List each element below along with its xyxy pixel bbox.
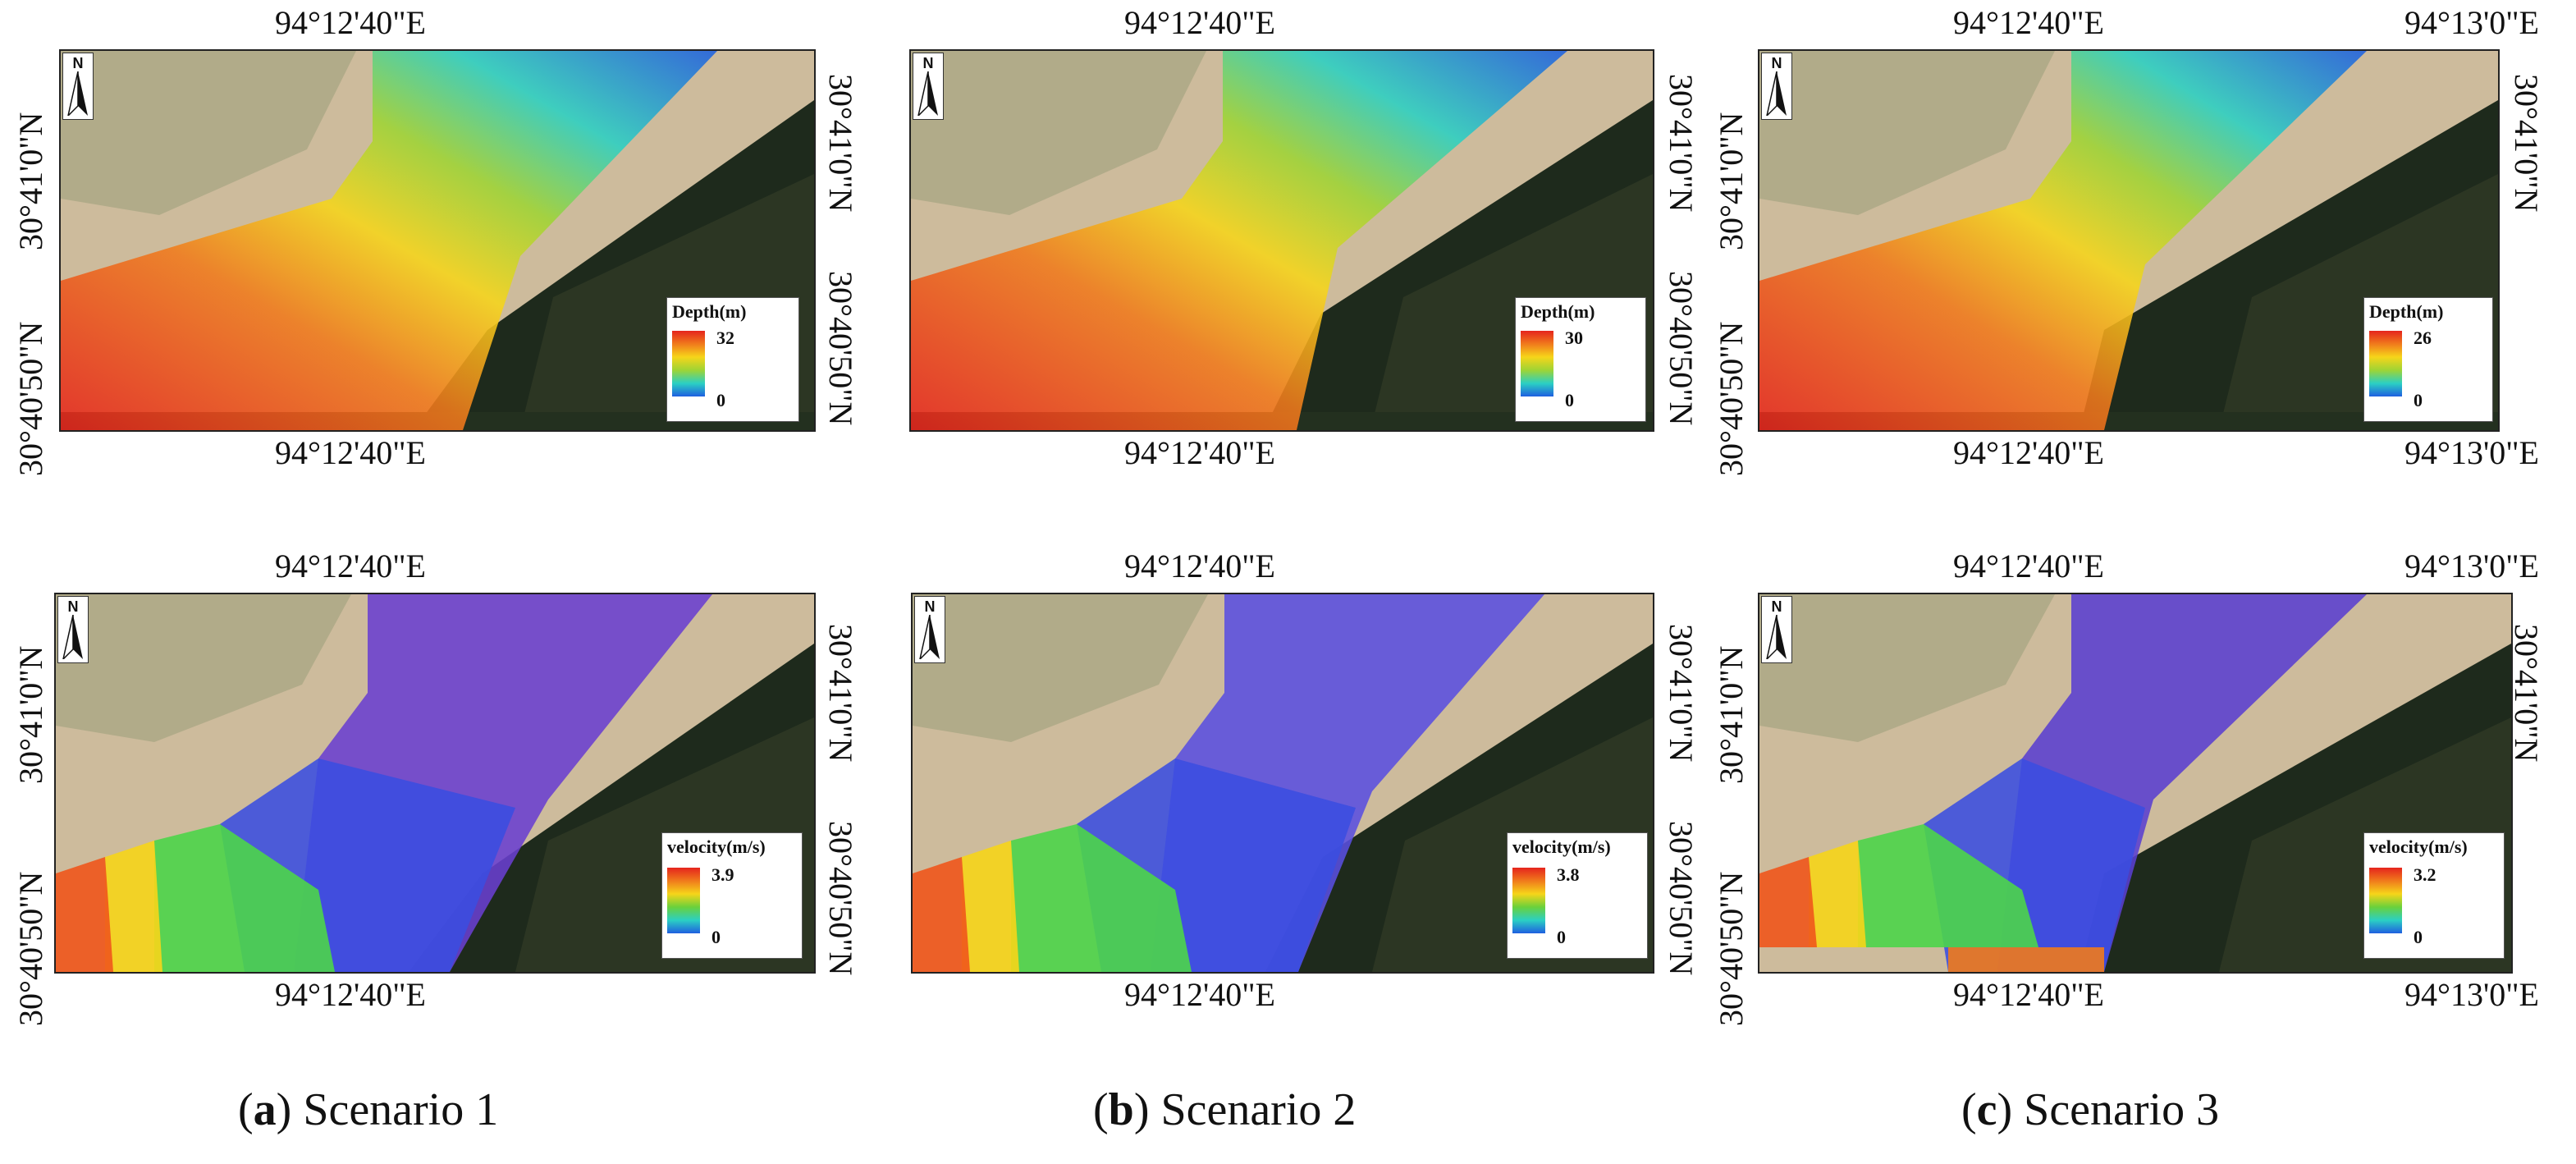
legend-title: Depth(m): [2369, 301, 2444, 322]
north-letter: N: [1771, 598, 1782, 615]
velocity-b-lat-right-lower: 30°40'50"N: [1663, 821, 1700, 976]
legend-max: 26: [2414, 328, 2432, 348]
depth-a-lat-right-upper: 30°41'0"N: [822, 74, 859, 213]
legend-title: Depth(m): [1521, 301, 1595, 322]
velocity-legend: velocity(m/s) 3.9 0: [661, 832, 803, 959]
legend-max: 32: [716, 328, 734, 348]
velocity-a-lat-left-lower: 30°40'50"N: [12, 871, 49, 1026]
legend-color-bar: [667, 868, 700, 933]
velocity-a-lat-left-upper: 30°41'0"N: [12, 645, 49, 784]
depth-c-lon-bottom: 94°12'40"E: [1953, 434, 2104, 471]
velocity-c-lon-bottom-right: 94°13'0"E: [2404, 976, 2539, 1013]
depth-c-lat-left-upper: 30°41'0"N: [1713, 112, 1750, 250]
north-letter: N: [1771, 55, 1782, 71]
depth-a-lat-left-lower: 30°40'50"N: [12, 321, 49, 476]
depth-c-lat-right-upper: 30°41'0"N: [2508, 74, 2545, 213]
velocity-c-lat-left-upper: 30°41'0"N: [1713, 645, 1750, 784]
depth-a-lat-left-upper: 30°41'0"N: [12, 112, 49, 250]
legend-min: 0: [1557, 927, 1566, 947]
north-arrow-icon: N: [57, 596, 89, 663]
depth-b-lat-right-lower: 30°40'50"N: [1663, 271, 1700, 426]
velocity-legend: velocity(m/s) 3.8 0: [1507, 832, 1648, 959]
legend-max: 30: [1565, 328, 1583, 348]
legend-min: 0: [711, 927, 721, 947]
legend-color-bar: [672, 331, 705, 396]
velocity-c-lon-top: 94°12'40"E: [1953, 548, 2104, 584]
north-letter: N: [924, 598, 936, 615]
depth-map-scenario-2: [909, 49, 1654, 432]
velocity-a-lat-right-upper: 30°41'0"N: [822, 624, 859, 763]
legend-min: 0: [716, 390, 725, 410]
legend-title: velocity(m/s): [2369, 836, 2468, 857]
depth-legend: Depth(m) 32 0: [666, 297, 799, 422]
legend-color-bar: [2369, 868, 2402, 933]
north-arrow-icon: N: [1761, 53, 1792, 120]
depth-b-lon-bottom: 94°12'40"E: [1124, 434, 1275, 471]
velocity-map-scenario-2: [911, 593, 1654, 974]
north-letter: N: [67, 598, 79, 615]
velocity-c-lat-left-lower: 30°40'50"N: [1713, 871, 1750, 1026]
depth-a-lat-right-lower: 30°40'50"N: [822, 271, 859, 426]
north-arrow-icon: N: [914, 596, 945, 663]
legend-title: Depth(m): [672, 301, 747, 322]
depth-c-lat-left-lower: 30°40'50"N: [1713, 321, 1750, 476]
depth-b-lon-top: 94°12'40"E: [1124, 4, 1275, 41]
legend-color-bar: [1512, 868, 1545, 933]
velocity-b-lon-bottom: 94°12'40"E: [1124, 976, 1275, 1013]
velocity-c-lat-right-upper: 30°41'0"N: [2508, 624, 2545, 763]
velocity-map-scenario-1: [54, 593, 816, 974]
caption-scenario-1: (a) Scenario 1: [238, 1084, 499, 1135]
north-arrow-icon: N: [913, 53, 944, 120]
velocity-b-lat-right-upper: 30°41'0"N: [1663, 624, 1700, 763]
north-letter: N: [72, 55, 84, 71]
north-letter: N: [922, 55, 934, 71]
velocity-c-lon-top-right: 94°13'0"E: [2404, 548, 2539, 584]
velocity-a-lon-bottom: 94°12'40"E: [275, 976, 426, 1013]
depth-legend: Depth(m) 30 0: [1515, 297, 1646, 422]
depth-c-lon-top-right: 94°13'0"E: [2404, 4, 2539, 41]
depth-a-lon-bottom: 94°12'40"E: [275, 434, 426, 471]
caption-scenario-2: (b) Scenario 2: [1093, 1084, 1357, 1135]
velocity-c-lon-bottom: 94°12'40"E: [1953, 976, 2104, 1013]
velocity-a-lon-top: 94°12'40"E: [275, 548, 426, 584]
legend-title: velocity(m/s): [1512, 836, 1611, 857]
caption-label: a: [253, 1084, 277, 1135]
legend-min: 0: [2414, 390, 2423, 410]
depth-c-lon-bottom-right: 94°13'0"E: [2404, 434, 2539, 471]
depth-legend: Depth(m) 26 0: [2363, 297, 2493, 422]
depth-b-lat-right-upper: 30°41'0"N: [1663, 74, 1700, 213]
caption-text: Scenario 2: [1160, 1084, 1357, 1135]
legend-min: 0: [1565, 390, 1574, 410]
depth-c-lon-top: 94°12'40"E: [1953, 4, 2104, 41]
legend-max: 3.8: [1557, 864, 1580, 885]
caption-text: Scenario 3: [2024, 1084, 2220, 1135]
legend-max: 3.9: [711, 864, 734, 885]
caption-scenario-3: (c) Scenario 3: [1961, 1084, 2220, 1135]
legend-min: 0: [2414, 927, 2423, 947]
caption-label: b: [1108, 1084, 1134, 1135]
velocity-b-lon-top: 94°12'40"E: [1124, 548, 1275, 584]
velocity-map-image: [913, 594, 1653, 972]
legend-title: velocity(m/s): [667, 836, 766, 857]
legend-color-bar: [2369, 331, 2402, 396]
legend-color-bar: [1521, 331, 1553, 396]
legend-max: 3.2: [2414, 864, 2436, 885]
velocity-a-lat-right-lower: 30°40'50"N: [822, 821, 859, 976]
north-arrow-icon: N: [62, 53, 94, 120]
velocity-legend: velocity(m/s) 3.2 0: [2363, 832, 2505, 959]
caption-label: c: [1976, 1084, 1997, 1135]
caption-text: Scenario 1: [303, 1084, 499, 1135]
depth-a-lon-top: 94°12'40"E: [275, 4, 426, 41]
north-arrow-icon: N: [1761, 596, 1792, 663]
